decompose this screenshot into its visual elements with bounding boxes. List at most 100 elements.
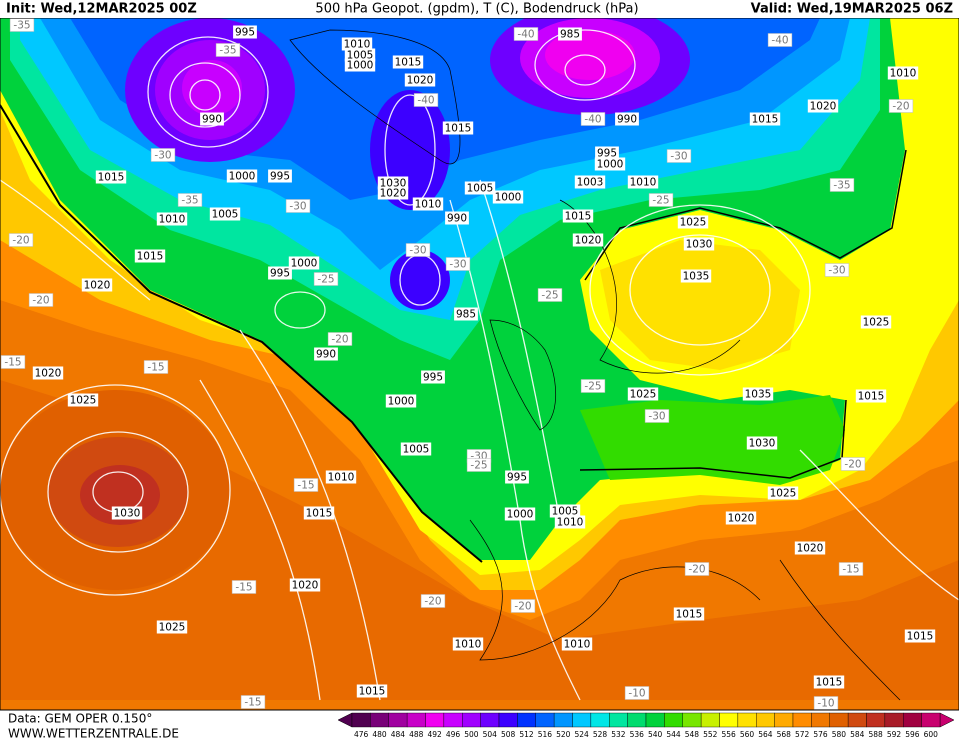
pressure-label: 1020 xyxy=(407,75,434,87)
temperature-label-box xyxy=(231,580,257,594)
temperature-labels: -35 -35 -40 -40 -40 -40 -20 -30 -30 -35 -35 -30 -25 -… xyxy=(0,18,914,710)
pressure-label-box xyxy=(594,157,626,171)
map: -35 -35 -40 -40 -40 -40 -20 -30 -30 -35 -35 -30 -25 -… xyxy=(0,18,959,710)
scale-label: 504 xyxy=(483,730,498,739)
temperature-label-box xyxy=(624,686,650,700)
pressure-label: 995 xyxy=(235,27,255,39)
pressure-label: 1015 xyxy=(306,508,333,520)
map-title: 500 hPa Geopot. (gpdm), T (C), Bodendruc… xyxy=(315,2,638,17)
pressure-label-box xyxy=(400,442,432,456)
scale-swatch xyxy=(719,712,739,728)
temperature-label-box xyxy=(413,93,439,107)
temperature-label: -40 xyxy=(584,114,601,126)
pressure-label: 1010 xyxy=(344,39,371,51)
pressure-label-box xyxy=(288,256,320,270)
temperature-label: -35 xyxy=(833,180,850,192)
temperature-label-box xyxy=(215,43,241,57)
temperature-label: -20 xyxy=(12,235,29,247)
pressure-label-box xyxy=(860,315,892,329)
scale-swatch xyxy=(517,712,536,728)
scale-swatch xyxy=(756,712,775,728)
pressure-label-box xyxy=(377,176,409,190)
temperature-label-box xyxy=(648,193,674,207)
pressure-label-box xyxy=(233,25,257,39)
temperature-label-box xyxy=(285,199,311,213)
temperature-label: -25 xyxy=(470,460,487,472)
pressure-label-box xyxy=(677,215,709,229)
website: WWW.WETTERZENTRALE.DE xyxy=(8,727,179,741)
pressure-label-box xyxy=(454,307,478,321)
scale-label: 568 xyxy=(777,730,792,739)
scale-swatch xyxy=(774,712,794,728)
pressure-label-box xyxy=(627,387,659,401)
temperature-label: -20 xyxy=(331,334,348,346)
temperature-label: -15 xyxy=(235,582,252,594)
temperature-label: -15 xyxy=(4,357,21,369)
pressure-label: 1015 xyxy=(816,677,843,689)
pressure-label-box xyxy=(303,506,335,520)
pressure-label: 1015 xyxy=(359,686,386,698)
temperature-label: -30 xyxy=(648,411,665,423)
scale-label: 520 xyxy=(556,730,571,739)
temperature-label-box xyxy=(313,272,339,286)
temperature-label: -30 xyxy=(289,201,306,213)
temperature-label-box xyxy=(466,458,492,472)
pressure-label-box xyxy=(226,169,258,183)
pressure-label-box xyxy=(209,207,241,221)
pressure-label: 1010 xyxy=(328,472,355,484)
temperature-label: -20 xyxy=(892,101,909,113)
pressure-label-box xyxy=(680,269,712,283)
temperature-label-box xyxy=(767,33,793,47)
scale-swatch xyxy=(388,712,408,728)
pressure-label: 990 xyxy=(202,114,222,126)
pressure-label-box xyxy=(574,175,606,189)
scale-swatch xyxy=(884,712,904,728)
pressure-label-box xyxy=(767,486,799,500)
pressure-label-box xyxy=(421,370,445,384)
pressure-label: 1005 xyxy=(212,209,239,221)
scale-label: 476 xyxy=(354,730,369,739)
scale-label: 572 xyxy=(795,730,810,739)
temperature-label: -15 xyxy=(297,480,314,492)
scale-label: 548 xyxy=(685,730,700,739)
scale-swatch xyxy=(700,712,720,728)
pressure-label-box xyxy=(855,389,887,403)
temperature-label-box xyxy=(840,457,866,471)
scale-label: 552 xyxy=(703,730,718,739)
scale-label: 492 xyxy=(428,730,443,739)
temperature-label: -30 xyxy=(409,245,426,257)
scale-label: 480 xyxy=(372,730,387,739)
pressure-label: 1030 xyxy=(749,438,776,450)
pressure-label: 1005 xyxy=(552,506,579,518)
pressure-label-box xyxy=(595,146,619,160)
pressure-label: 995 xyxy=(507,472,527,484)
pressure-label-box xyxy=(289,578,321,592)
temperature-label: -25 xyxy=(317,274,334,286)
scale-swatch xyxy=(682,712,702,728)
pressure-label: 1000 xyxy=(291,258,318,270)
scale-swatch xyxy=(627,712,647,728)
temperature-label: -30 xyxy=(449,259,466,271)
scale-swatch xyxy=(921,712,941,728)
scale-swatch xyxy=(590,712,610,728)
scale-label: 584 xyxy=(850,730,865,739)
temperature-label-box xyxy=(684,562,710,576)
pressure-label: 1010 xyxy=(890,68,917,80)
init-time: Init: Wed,12MAR2025 00Z xyxy=(6,2,197,17)
pressure-label-box xyxy=(156,212,188,226)
temperature-label: -20 xyxy=(844,459,861,471)
scale-label: 488 xyxy=(409,730,424,739)
scale-swatch xyxy=(829,712,849,728)
pressure-label: 1025 xyxy=(630,389,657,401)
scale-arrow-left xyxy=(337,712,353,728)
temperature-label: -35 xyxy=(181,195,198,207)
temperature-label-box xyxy=(829,178,855,192)
pressure-label-box xyxy=(314,347,338,361)
temperature-label-box xyxy=(580,112,606,126)
pressure-label-box xyxy=(341,37,373,51)
temperature-label-box xyxy=(8,233,34,247)
pressure-label: 985 xyxy=(560,29,580,41)
pressure-label-box xyxy=(558,27,582,41)
pressure-label: 1010 xyxy=(557,517,584,529)
pressure-label: 1035 xyxy=(745,389,772,401)
